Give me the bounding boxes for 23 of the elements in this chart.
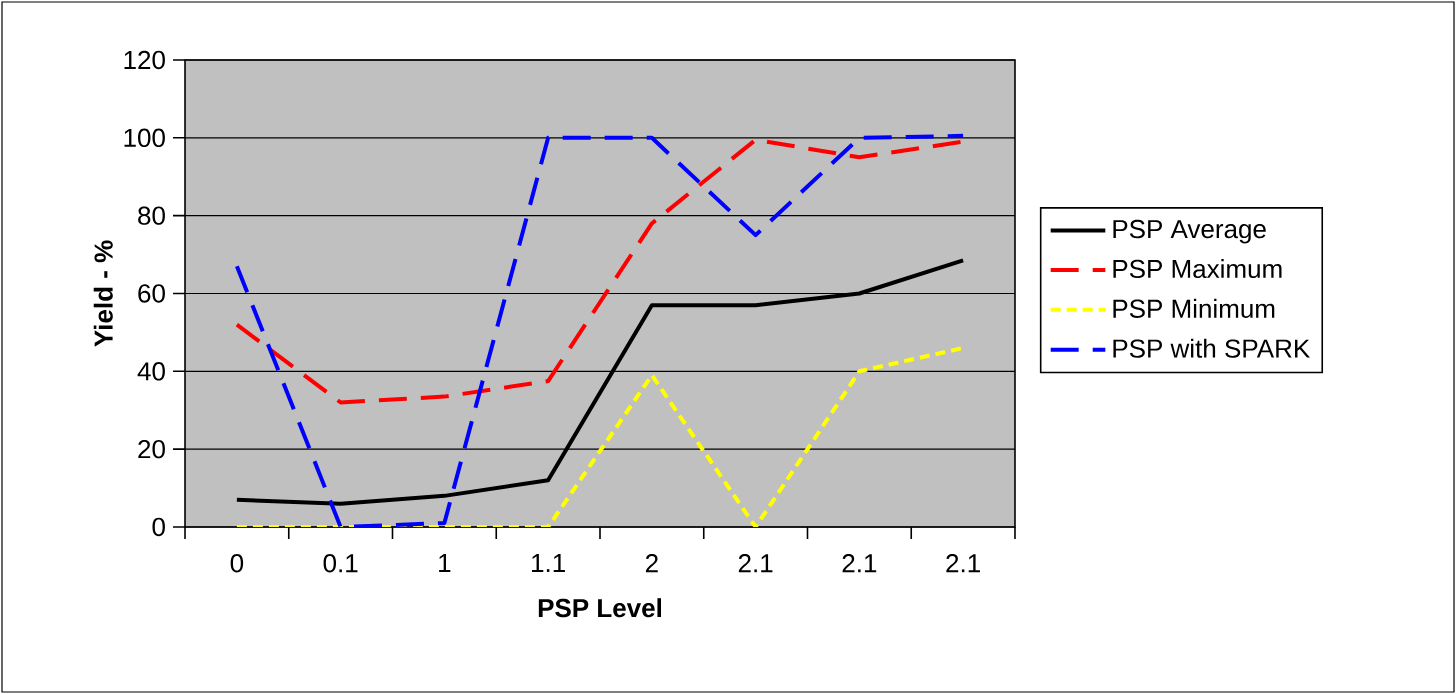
legend-label: PSP Average <box>1113 219 1266 244</box>
x-axis-title: PSP Level <box>538 598 662 618</box>
legend-label: PSP with SPARK <box>1113 338 1310 358</box>
y-tick-label: 60 <box>138 284 165 303</box>
y-tick-label: 20 <box>138 439 165 459</box>
x-tick-label: 2 <box>645 554 658 573</box>
x-tick-label: 2.1 <box>738 554 773 573</box>
x-tick-label: 2.1 <box>946 554 980 573</box>
y-axis-title: Yield - % <box>93 240 113 347</box>
x-tick-label: 1.1 <box>532 554 565 572</box>
x-tick-label: 2.1 <box>842 554 877 573</box>
legend-label: PSP Minimum <box>1113 298 1275 318</box>
y-tick-label: 0 <box>152 517 165 537</box>
x-tick-label: 0 <box>230 554 244 573</box>
y-tick-label: 100 <box>124 128 165 148</box>
y-tick-label: 40 <box>137 362 165 381</box>
line-series <box>234 133 966 527</box>
line-series <box>234 258 966 506</box>
x-tick-label: 1 <box>439 554 451 572</box>
x-tick-label: 0.1 <box>323 554 358 573</box>
y-tick-label: 120 <box>124 50 165 70</box>
y-tick-label: 80 <box>138 206 165 225</box>
legend-label: PSP Maximum <box>1113 259 1282 279</box>
